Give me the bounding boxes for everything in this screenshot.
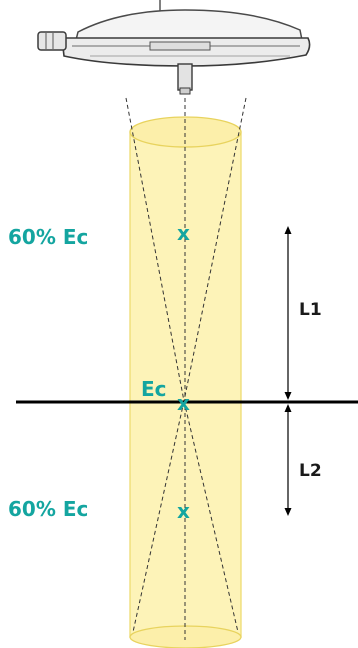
upper-intensity-label: 60% Ec [8,225,89,249]
upper-measure-marker: x [177,221,190,245]
l2-dimension-arrow [284,404,292,516]
l1-distance-label: L1 [299,300,322,320]
l1-dimension-arrow [284,226,292,400]
surgical-lamp-icon [37,0,311,95]
lower-measure-marker: x [177,499,190,523]
lower-intensity-label: 60% Ec [8,497,89,521]
l2-distance-label: L2 [299,461,322,481]
center-measure-marker: x [177,391,190,415]
light-cone-lines [125,97,247,640]
center-intensity-label: Ec [141,377,167,401]
